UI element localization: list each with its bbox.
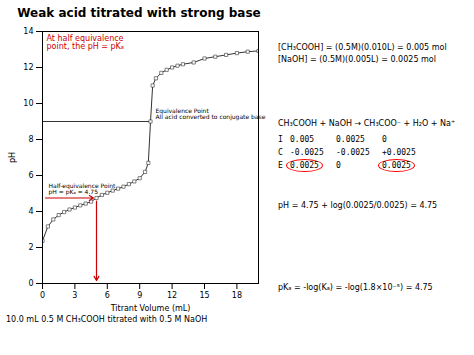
- html-text:[CH₃COOH] = (0.5M)(0.010L) = 0: [CH₃COOH] = (0.5M)(0.010L) = 0.005 mol: [278, 43, 447, 52]
- html-text:CH₃COOH + NaOH → CH₃COO⁻ + H₂O: CH₃COOH + NaOH → CH₃COO⁻ + H₂O + Na⁺: [278, 119, 456, 128]
- svg-text:8: 8: [28, 135, 33, 144]
- html-text:I: I: [278, 135, 283, 144]
- svg-text:0: 0: [40, 291, 45, 300]
- html-text:0.0025: 0.0025: [290, 161, 319, 170]
- html-text:pKₐ = -log(Kₐ) = -log(1.8×10⁻⁵: pKₐ = -log(Kₐ) = -log(1.8×10⁻⁵) = 4.75: [278, 283, 433, 292]
- html-text:C: C: [278, 148, 283, 157]
- html-text:0: 0: [382, 135, 387, 144]
- html-text:0.0025: 0.0025: [382, 161, 411, 170]
- svg-text:12: 12: [23, 63, 33, 72]
- svg-text:14: 14: [23, 27, 33, 36]
- svg-text:18: 18: [232, 291, 242, 300]
- svg-text:9: 9: [137, 291, 142, 300]
- html-text:Weak acid titrated with strong: Weak acid titrated with strong base: [17, 6, 261, 20]
- html-text:0: 0: [336, 161, 341, 170]
- svg-text:pH: pH: [8, 152, 17, 163]
- html-text:+0.0025: +0.0025: [382, 148, 416, 157]
- html-text:0.0025: 0.0025: [336, 135, 365, 144]
- svg-text:6: 6: [105, 291, 110, 300]
- html-text:-0.0025: -0.0025: [336, 148, 370, 157]
- svg-text:0: 0: [28, 279, 33, 288]
- html-text:0.005: 0.005: [290, 135, 315, 144]
- html-text:-0.0025: -0.0025: [290, 148, 324, 157]
- html-text:[NaOH] = (0.5M)(0.005L) = 0.00: [NaOH] = (0.5M)(0.005L) = 0.0025 mol: [278, 55, 436, 64]
- svg-text:At half equivalencepoint, the: At half equivalencepoint, the pH = pKₐ: [47, 34, 125, 51]
- svg-text:Half-equivalence PointpH = pKₐ: Half-equivalence PointpH = pKₐ = 4.75: [49, 182, 117, 196]
- svg-text:10: 10: [23, 99, 33, 108]
- html-text:E: E: [278, 161, 283, 170]
- html-text:10.0 mL 0.5 M CH₃COOH titrated: 10.0 mL 0.5 M CH₃COOH titrated with 0.5 …: [6, 315, 208, 324]
- svg-text:4: 4: [28, 207, 33, 216]
- svg-text:Equivalence PointAll acid conv: Equivalence PointAll acid converted to c…: [156, 107, 266, 121]
- svg-text:2: 2: [28, 243, 33, 252]
- svg-text:3: 3: [72, 291, 77, 300]
- svg-text:12: 12: [167, 291, 177, 300]
- svg-text:Titrant Volume (mL): Titrant Volume (mL): [110, 304, 191, 313]
- svg-text:15: 15: [199, 291, 209, 300]
- svg-text:6: 6: [28, 171, 33, 180]
- html-text:pH = 4.75 + log(0.0025/0.0025): pH = 4.75 + log(0.0025/0.0025) = 4.75: [278, 201, 438, 210]
